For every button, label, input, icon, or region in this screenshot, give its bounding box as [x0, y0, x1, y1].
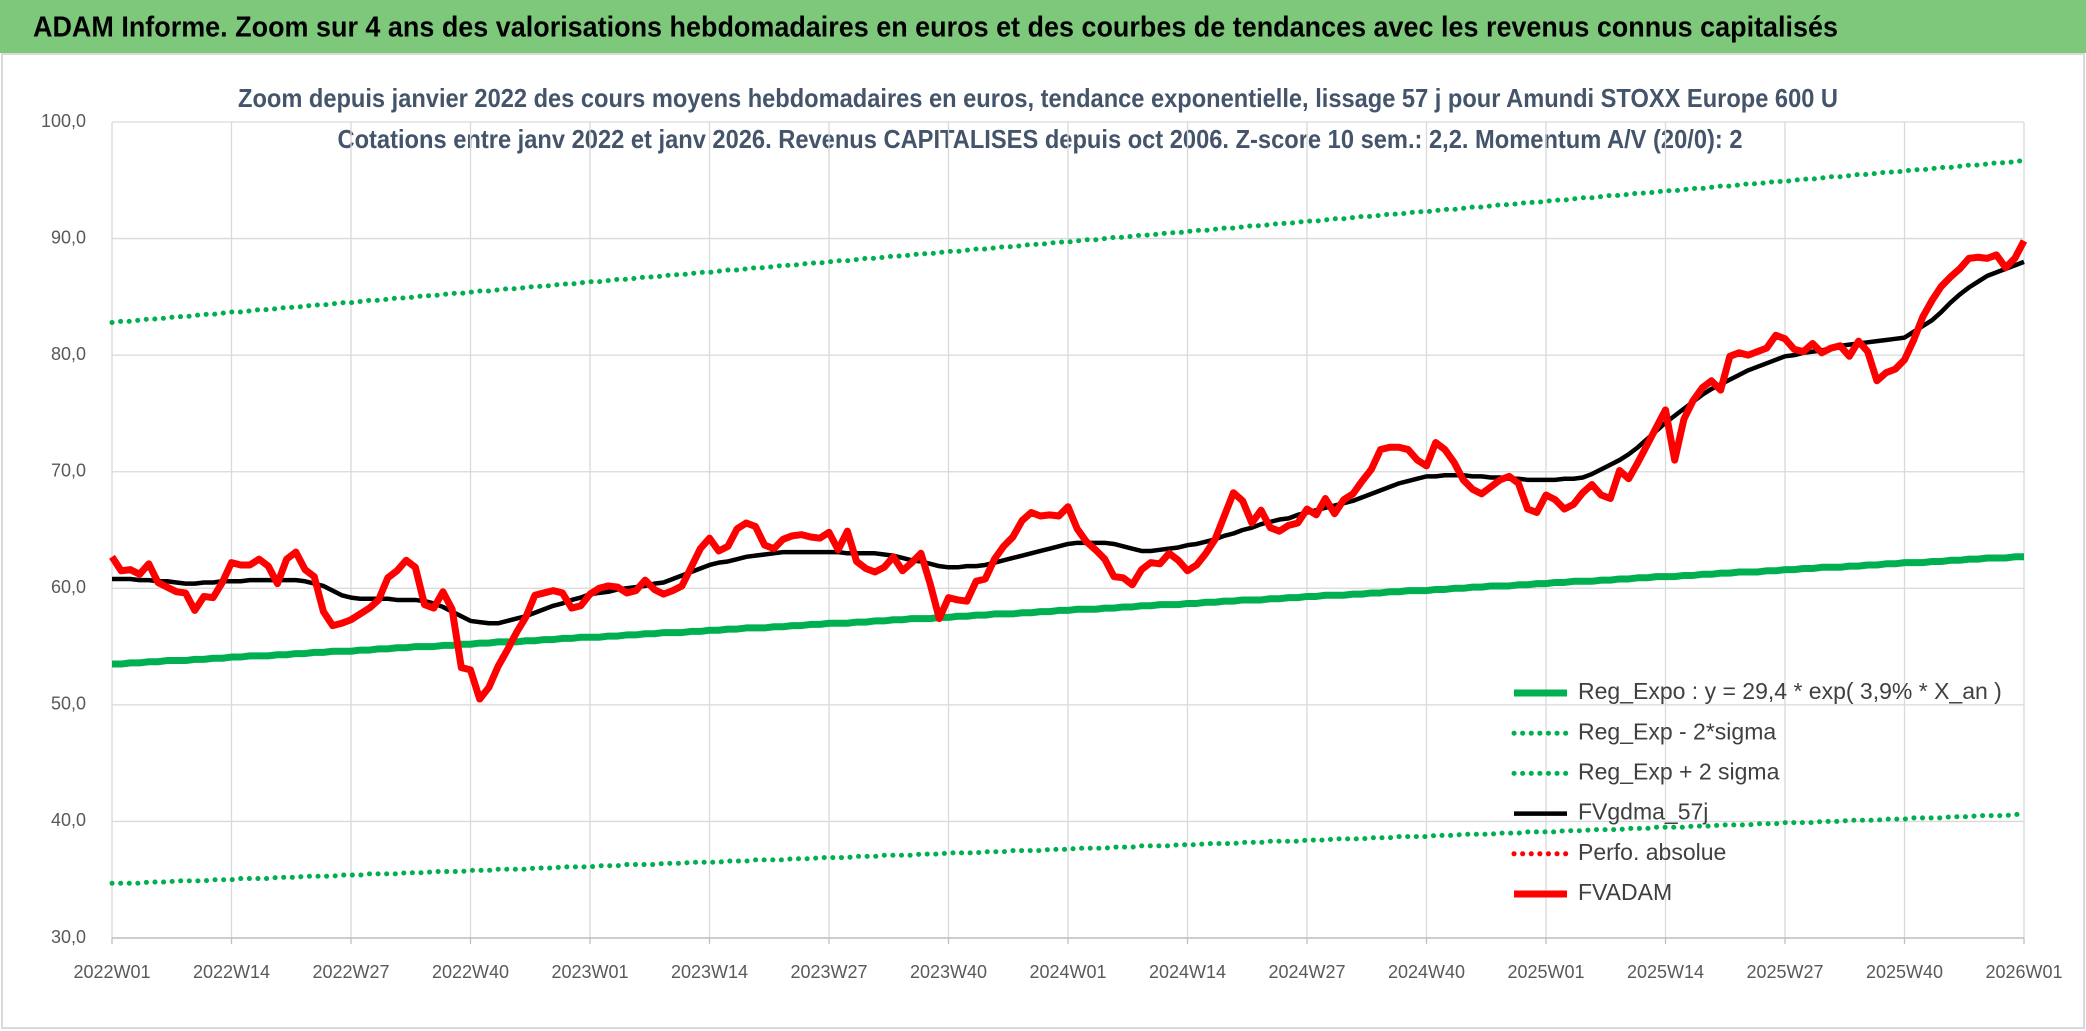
- plot-lines: [109, 157, 2028, 886]
- y-tick-label: 90,0: [51, 227, 86, 247]
- chart-subtitle: Cotations entre janv 2022 et janv 2026. …: [338, 124, 1743, 154]
- x-tick-label: 2025W14: [1627, 962, 1704, 982]
- chart-frame: [1, 53, 2085, 1029]
- x-tick-label: 2025W01: [1507, 962, 1584, 982]
- legend-label: Perfo. absolue: [1578, 839, 1726, 865]
- chart-title: Zoom depuis janvier 2022 des cours moyen…: [238, 83, 1838, 113]
- y-tick-label: 50,0: [51, 694, 86, 714]
- series-line: [109, 811, 2027, 886]
- y-tick-label: 100,0: [41, 111, 86, 131]
- series-line: [112, 259, 2025, 626]
- y-tick-label: 60,0: [51, 577, 86, 597]
- y-tick-label: 70,0: [51, 460, 86, 480]
- series-line: [109, 157, 2027, 325]
- legend-label: FVADAM: [1578, 879, 1672, 905]
- series-line: [112, 553, 2024, 668]
- legend-label: Reg_Exp + 2 sigma: [1578, 758, 1780, 784]
- legend-label: FVgdma_57j: [1578, 799, 1708, 825]
- x-tick-label: 2024W14: [1149, 962, 1226, 982]
- x-tick-label: 2022W40: [432, 962, 509, 982]
- x-tick-label: 2024W40: [1388, 962, 1465, 982]
- legend-label: Reg_Exp - 2*sigma: [1578, 718, 1776, 744]
- header-title: ADAM Informe. Zoom sur 4 ans des valoris…: [33, 12, 1838, 44]
- y-tick-label: 80,0: [51, 344, 86, 364]
- x-tick-label: 2024W27: [1268, 962, 1345, 982]
- x-tick-label: 2023W40: [910, 962, 987, 982]
- x-tick-label: 2024W01: [1029, 962, 1106, 982]
- x-tick-label: 2026W01: [1985, 962, 2062, 982]
- header-band: [0, 0, 2086, 53]
- x-tick-label: 2023W14: [671, 962, 748, 982]
- x-tick-label: 2023W01: [551, 962, 628, 982]
- series-line: [109, 239, 2028, 703]
- x-tick-label: 2022W01: [73, 962, 150, 982]
- grid: 30,0 40,0 50,0 60,0 70,0 80,0 90,0 100,0 2022W01…: [41, 111, 2063, 982]
- x-tick-label: 2023W27: [790, 962, 867, 982]
- x-tick-label: 2022W27: [312, 962, 389, 982]
- x-tick-label: 2025W40: [1866, 962, 1943, 982]
- x-tick-label: 2022W14: [193, 962, 270, 982]
- legend: Reg_Expo : y = 29,4 * exp( 3,9% * X_an )…: [1511, 678, 2002, 905]
- x-tick-label: 2025W27: [1746, 962, 1823, 982]
- y-tick-label: 40,0: [51, 810, 86, 830]
- legend-label: Reg_Expo : y = 29,4 * exp( 3,9% * X_an ): [1578, 678, 2002, 704]
- y-tick-label: 30,0: [51, 927, 86, 947]
